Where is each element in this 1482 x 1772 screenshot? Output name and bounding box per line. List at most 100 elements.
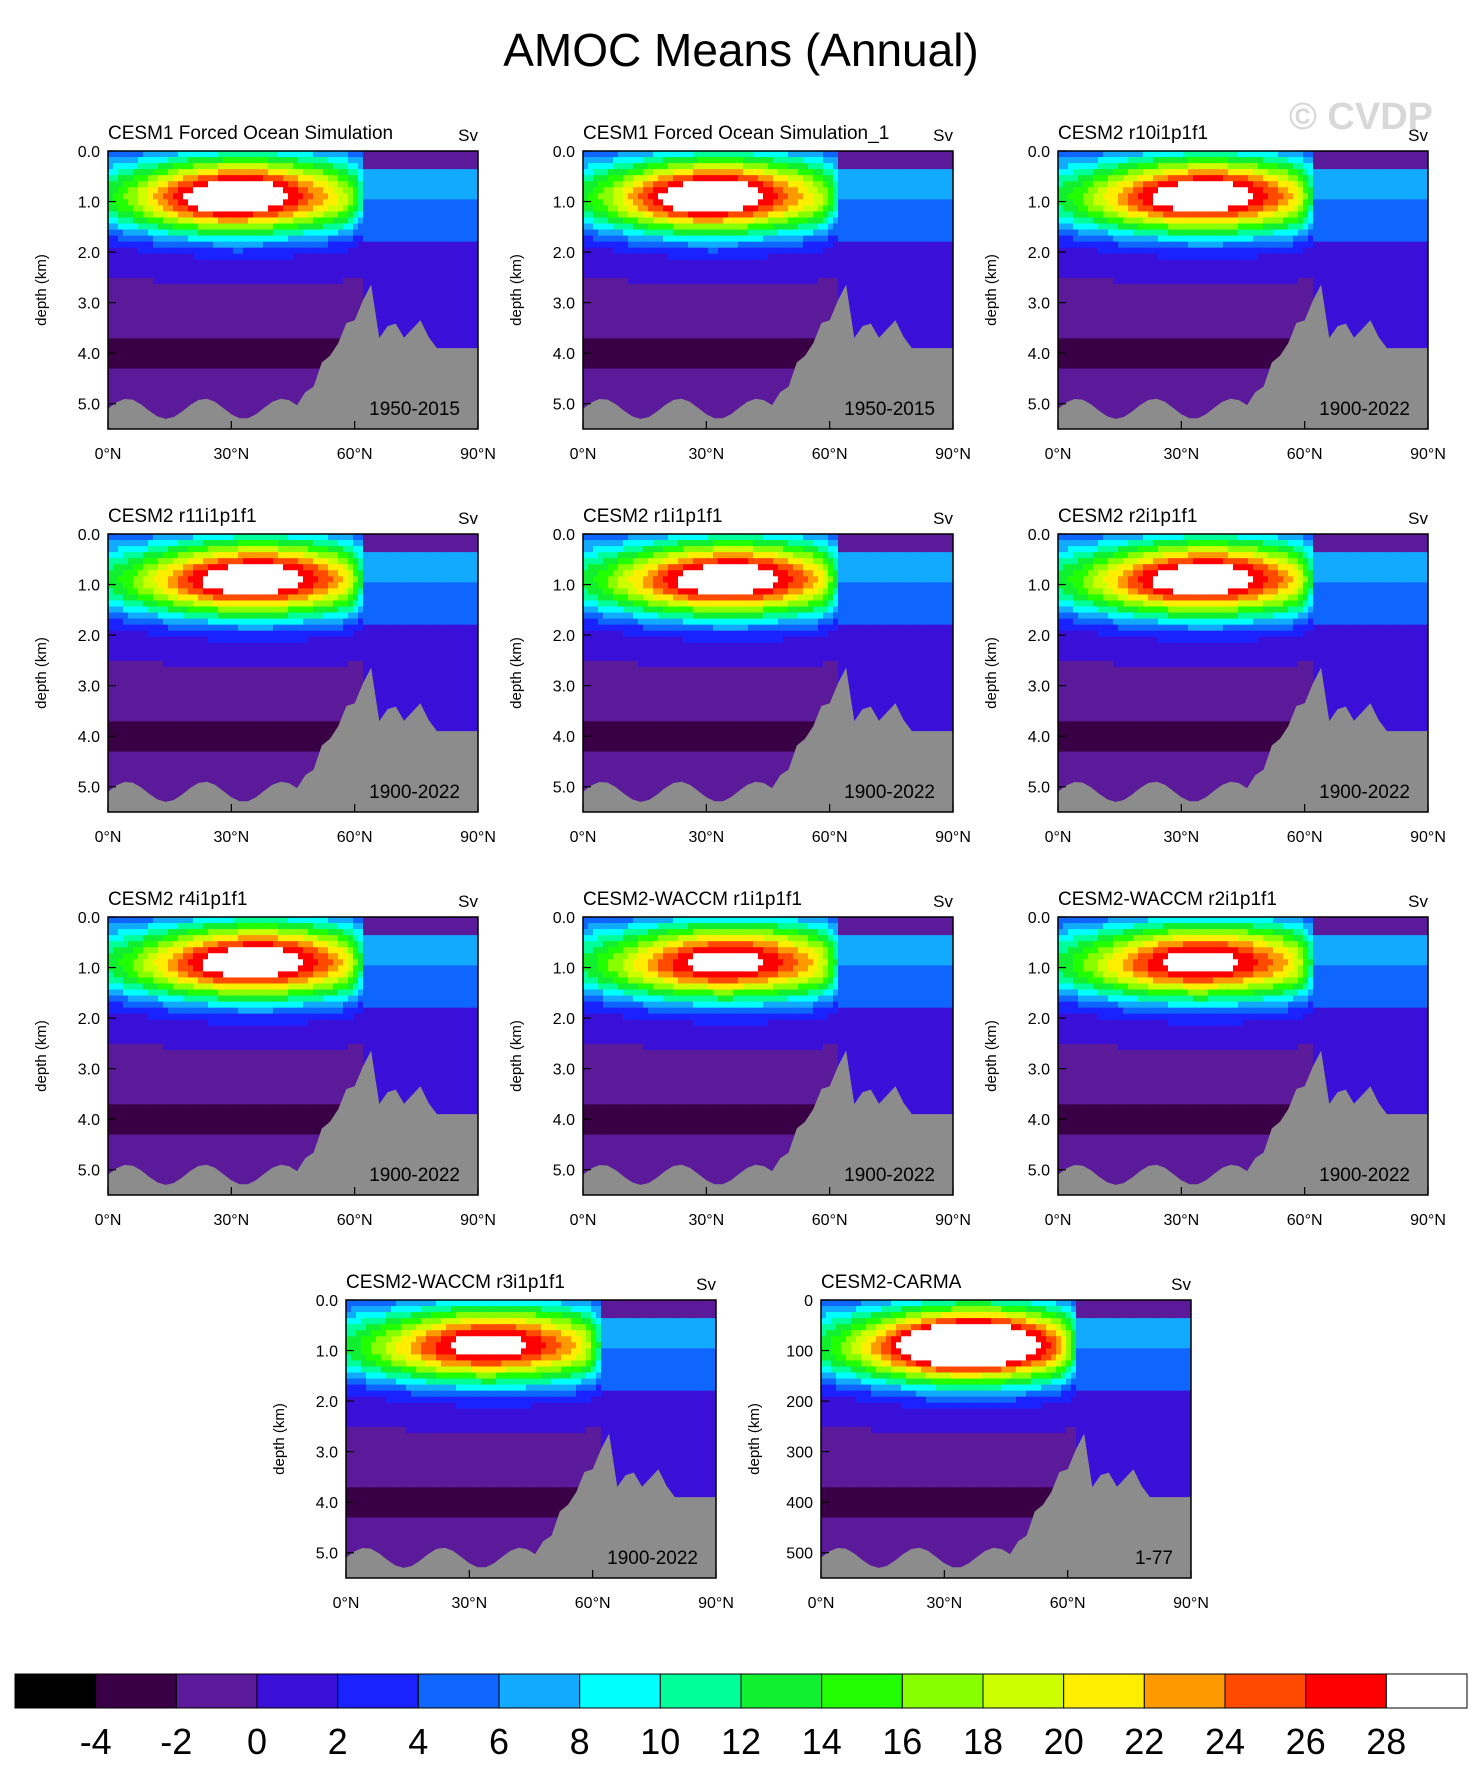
x-tick-label: 90°N: [460, 1212, 496, 1229]
bathymetry: [583, 667, 953, 812]
x-tick-label: 0°N: [808, 1595, 835, 1612]
plot-frame: [107, 150, 479, 430]
y-tick-label: 3.0: [1028, 1062, 1050, 1079]
y-tick-label: 2.0: [316, 1394, 338, 1411]
plot-frame: [107, 533, 479, 813]
y-tick-label: 5.0: [1028, 1163, 1050, 1180]
x-tick-label: 90°N: [935, 829, 971, 846]
x-tick-label: 60°N: [337, 829, 373, 846]
x-tick-label: 90°N: [460, 829, 496, 846]
y-tick-label: 1.0: [78, 961, 100, 978]
colorbar-label: 16: [882, 1721, 922, 1762]
plot-frame: [345, 1299, 717, 1579]
y-tick-label: 5.0: [78, 1163, 100, 1180]
y-axis-label: depth (km): [33, 1020, 50, 1092]
y-tick-label: 1.0: [316, 1344, 338, 1361]
amoc-panel: CESM2 r2i1p1f1 Sv 1900-2022 0.0 1.0 2.0 3.0 4.0…: [983, 506, 1446, 846]
panel-title: CESM1 Forced Ocean Simulation_1: [583, 123, 889, 144]
colorbar-label: 2: [328, 1721, 348, 1762]
streamfunction-field: [346, 1300, 716, 1578]
y-axis-label: depth (km): [983, 637, 1000, 709]
y-tick-label: 3.0: [553, 679, 575, 696]
x-tick-label: 0°N: [1045, 446, 1072, 463]
panel-title: CESM2 r1i1p1f1: [583, 506, 722, 527]
colorbar-swatch: [1143, 1673, 1226, 1709]
x-tick-label: 30°N: [213, 829, 249, 846]
x-tick-label: 30°N: [213, 446, 249, 463]
x-tick-label: 30°N: [926, 1595, 962, 1612]
x-tick-label: 90°N: [460, 446, 496, 463]
y-tick-label: 2.0: [78, 628, 100, 645]
y-tick-label: 0.0: [553, 144, 575, 161]
x-tick-label: 30°N: [1163, 446, 1199, 463]
y-axis-label: depth (km): [271, 1403, 288, 1475]
y-tick-label: 0.0: [316, 1293, 338, 1310]
x-tick-label: 60°N: [1287, 829, 1323, 846]
y-tick-label: 3.0: [316, 1445, 338, 1462]
period-label: 1900-2022: [607, 1548, 698, 1569]
y-tick-label: 0.0: [1028, 527, 1050, 544]
y-tick-label: 300: [786, 1445, 813, 1462]
colorbar-label: 20: [1044, 1721, 1084, 1762]
y-tick-label: 4.0: [1028, 729, 1050, 746]
y-tick-label: 1.0: [1028, 578, 1050, 595]
y-tick-label: 200: [786, 1394, 813, 1411]
colorbar-label: 4: [408, 1721, 428, 1762]
bathymetry: [583, 1050, 953, 1195]
x-tick-label: 60°N: [812, 829, 848, 846]
colorbar-swatch: [659, 1673, 742, 1709]
streamfunction-field: [108, 534, 478, 812]
y-tick-label: 0: [804, 1293, 813, 1310]
panel-title: CESM2 r2i1p1f1: [1058, 506, 1197, 527]
x-tick-label: 0°N: [95, 829, 122, 846]
period-label: 1900-2022: [369, 782, 460, 803]
amoc-panel: CESM2 r1i1p1f1 Sv 1900-2022 0.0 1.0 2.0 3.0 4.0…: [508, 506, 971, 846]
y-axis-label: depth (km): [508, 637, 525, 709]
amoc-panel: CESM2 r10i1p1f1 Sv 1900-2022 0.0 1.0 2.0 3.0 4.…: [983, 123, 1446, 463]
x-tick-label: 30°N: [1163, 829, 1199, 846]
colorbar-swatch: [1063, 1673, 1145, 1709]
y-tick-label: 1.0: [78, 195, 100, 212]
y-tick-label: 4.0: [78, 1112, 100, 1129]
y-tick-label: 5.0: [553, 1163, 575, 1180]
colorbar-label: 28: [1366, 1721, 1406, 1762]
x-tick-label: 60°N: [812, 1212, 848, 1229]
y-tick-label: 0.0: [553, 910, 575, 927]
streamfunction-field: [1058, 917, 1428, 1195]
x-tick-label: 0°N: [333, 1595, 360, 1612]
y-tick-label: 2.0: [553, 1011, 575, 1028]
units-label: Sv: [1171, 1275, 1191, 1294]
x-tick-label: 30°N: [1163, 1212, 1199, 1229]
y-tick-label: 0.0: [553, 527, 575, 544]
y-tick-label: 3.0: [78, 296, 100, 313]
x-tick-label: 60°N: [812, 446, 848, 463]
plot-frame: [1057, 150, 1429, 430]
streamfunction-field: [583, 151, 953, 429]
y-tick-label: 3.0: [553, 1062, 575, 1079]
y-tick-label: 5.0: [316, 1546, 338, 1563]
y-tick-label: 5.0: [78, 780, 100, 797]
y-tick-label: 2.0: [553, 245, 575, 262]
bathymetry: [1058, 284, 1428, 429]
x-tick-label: 60°N: [337, 446, 373, 463]
y-tick-label: 0.0: [78, 144, 100, 161]
period-label: 1-77: [1135, 1548, 1173, 1569]
y-tick-label: 4.0: [1028, 346, 1050, 363]
colorbar-label: 8: [570, 1721, 590, 1762]
y-tick-label: 0.0: [78, 910, 100, 927]
colorbar-swatch: [175, 1673, 258, 1709]
y-tick-label: 3.0: [78, 679, 100, 696]
y-tick-label: 4.0: [553, 729, 575, 746]
streamfunction-field: [583, 917, 953, 1195]
panel-title: CESM2-CARMA: [821, 1272, 962, 1293]
x-tick-label: 90°N: [1410, 1212, 1446, 1229]
period-label: 1950-2015: [369, 399, 460, 420]
plot-frame: [1057, 533, 1429, 813]
units-label: Sv: [933, 509, 953, 528]
y-tick-label: 1.0: [553, 961, 575, 978]
streamfunction-field: [108, 917, 478, 1195]
panel-title: CESM2-WACCM r3i1p1f1: [346, 1272, 565, 1293]
bathymetry: [346, 1433, 716, 1578]
y-tick-label: 1.0: [1028, 195, 1050, 212]
